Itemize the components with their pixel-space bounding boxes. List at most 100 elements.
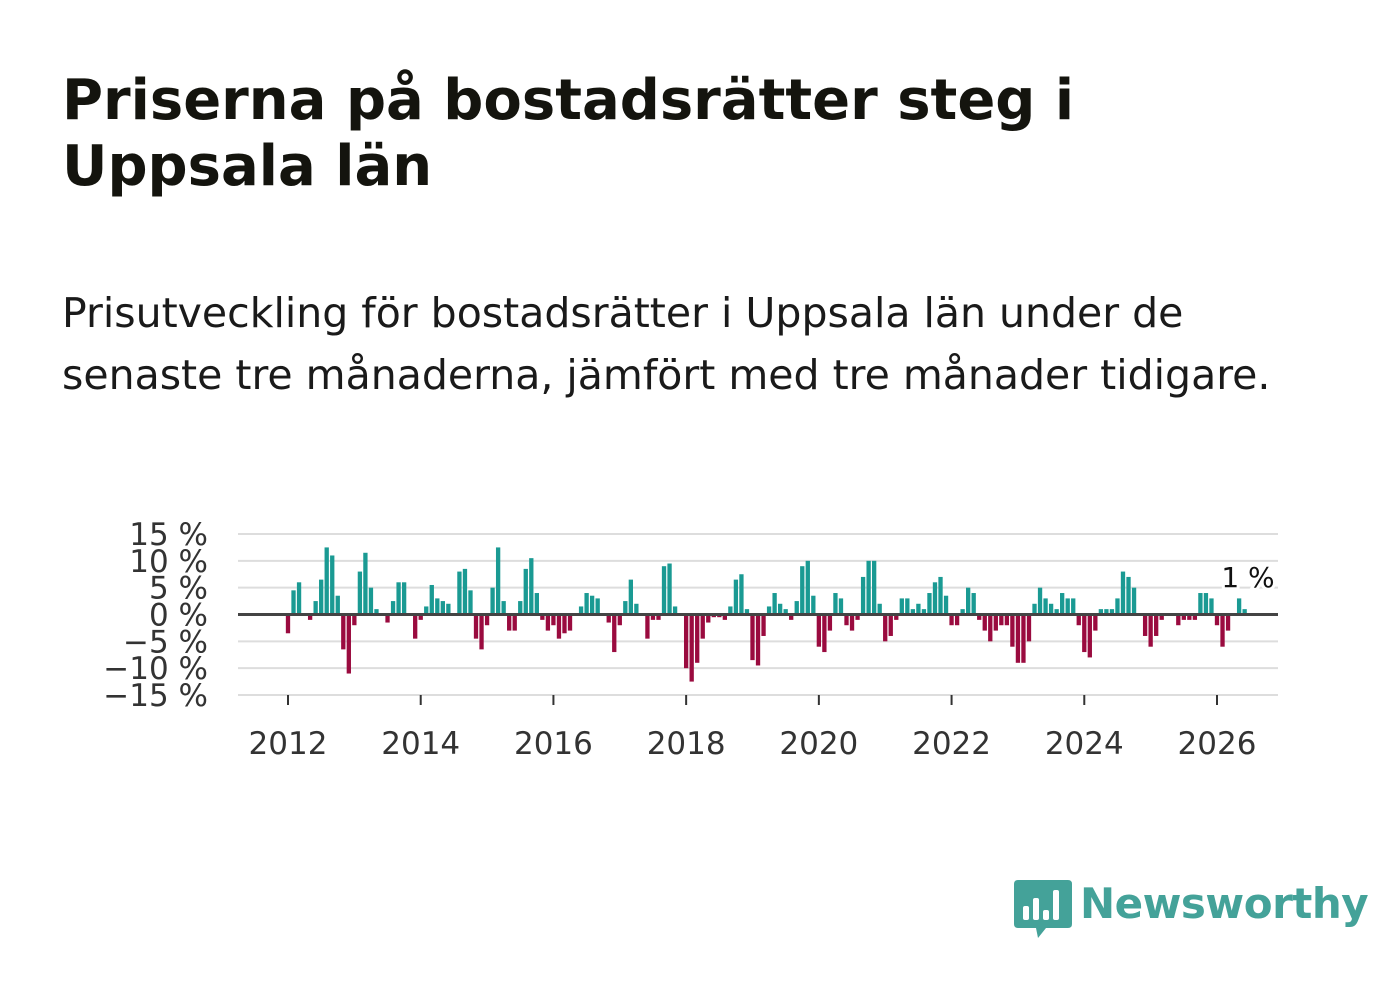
bar	[335, 595, 340, 615]
bar	[949, 614, 954, 626]
bar	[501, 601, 506, 615]
x-tick-label: 2020	[779, 726, 858, 762]
y-axis: 15 %10 %5 %0 %−5 %−10 %−15 %	[103, 517, 208, 714]
bar	[1120, 571, 1126, 615]
bar	[473, 614, 479, 639]
bar	[1181, 614, 1186, 620]
x-tick-label: 2024	[1045, 726, 1124, 762]
bar	[661, 566, 667, 615]
bar	[872, 560, 877, 615]
bar	[628, 579, 633, 615]
bar	[507, 614, 512, 631]
bar	[634, 603, 639, 615]
bar	[1198, 593, 1203, 615]
bar	[1109, 609, 1115, 615]
bar	[313, 601, 318, 615]
y-tick-label: −10 %	[103, 651, 208, 687]
bar	[971, 593, 976, 615]
bar	[440, 601, 445, 615]
newsworthy-logo-icon	[1014, 880, 1072, 938]
bar	[960, 609, 965, 615]
bar	[816, 614, 822, 647]
bar	[324, 547, 329, 615]
bar	[1187, 614, 1192, 620]
bar	[800, 566, 805, 615]
bar	[1104, 609, 1109, 615]
bar	[1192, 614, 1198, 620]
y-tick-label: −5 %	[123, 624, 208, 660]
bar	[429, 584, 434, 615]
x-tick-label: 2026	[1178, 726, 1257, 762]
bar	[1093, 614, 1098, 631]
bar	[446, 603, 451, 615]
bar	[1126, 576, 1131, 615]
bar	[783, 609, 788, 615]
bar	[822, 614, 827, 653]
bar	[578, 606, 584, 615]
x-axis: 2012 2014 2016 2018 2020 2022 2024 2026	[249, 695, 1257, 762]
bar	[750, 614, 755, 661]
bar	[766, 606, 772, 615]
bar	[612, 614, 617, 653]
bar	[728, 606, 733, 615]
bar	[617, 614, 622, 626]
bar	[307, 614, 313, 620]
bar	[894, 614, 899, 620]
bar	[495, 547, 501, 615]
bar	[982, 614, 987, 631]
bar	[1010, 614, 1015, 647]
bar	[827, 614, 833, 631]
bar	[1054, 609, 1059, 615]
bar	[1026, 614, 1032, 642]
bar	[556, 614, 562, 639]
bar	[567, 614, 573, 631]
bar	[462, 568, 468, 615]
bar	[1214, 614, 1220, 626]
bar	[368, 587, 374, 615]
bar	[484, 614, 490, 626]
bar	[805, 560, 810, 615]
bar	[330, 555, 335, 615]
bar	[595, 598, 600, 615]
bar	[916, 603, 921, 615]
bar	[943, 595, 949, 615]
bar	[401, 582, 407, 615]
bar	[518, 601, 523, 615]
bar	[623, 601, 628, 615]
last-value-label: 1 %	[1221, 561, 1274, 594]
bar	[584, 593, 589, 615]
bar	[1209, 598, 1214, 615]
y-tick-label: 15 %	[129, 517, 208, 553]
bar	[1203, 593, 1209, 615]
bar	[927, 593, 932, 615]
bar	[772, 593, 777, 615]
bar	[413, 614, 418, 639]
bar	[534, 593, 539, 615]
bar	[706, 614, 711, 623]
bar	[346, 614, 351, 674]
bar	[390, 601, 396, 615]
bar	[1076, 614, 1081, 626]
bar	[761, 614, 766, 636]
y-tick-label: 0 %	[149, 598, 208, 634]
bar	[357, 571, 363, 615]
y-tick-label: −15 %	[103, 678, 208, 714]
bar	[1098, 609, 1104, 615]
bar	[1142, 614, 1148, 636]
bar	[672, 606, 678, 615]
bar	[689, 614, 694, 682]
bar	[1071, 598, 1076, 615]
bar	[457, 571, 462, 615]
bar	[1087, 614, 1092, 658]
bar	[789, 614, 794, 620]
bar	[899, 598, 904, 615]
bar	[1037, 587, 1043, 615]
bar	[777, 603, 783, 615]
brand-logo: Newsworthy	[1010, 876, 1369, 940]
bar	[1060, 593, 1065, 615]
bar	[999, 614, 1004, 626]
bar	[993, 614, 998, 631]
bar	[700, 614, 705, 639]
bar	[811, 595, 816, 615]
bar	[1021, 614, 1026, 663]
